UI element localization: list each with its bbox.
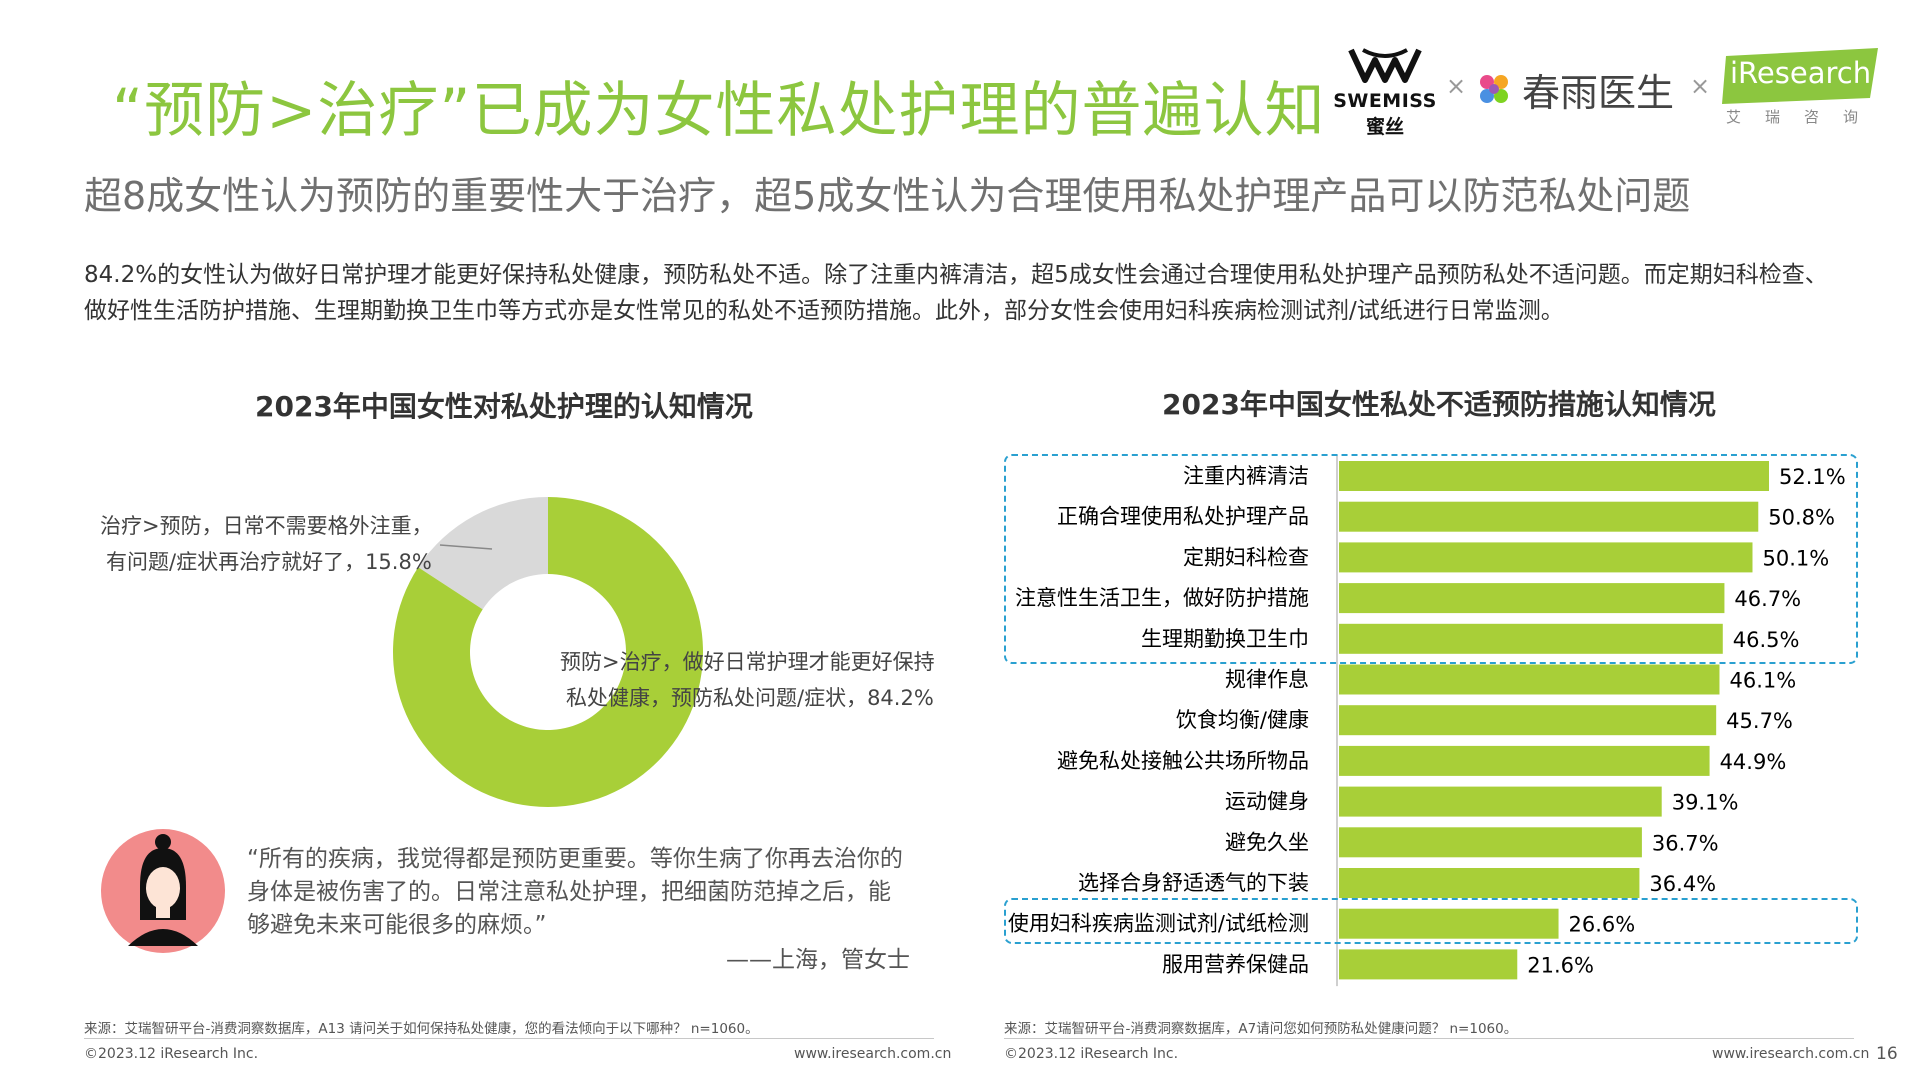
bar-value-label: 52.1% <box>1779 465 1846 489</box>
bar-value-label: 21.6% <box>1527 953 1594 977</box>
bar <box>1339 908 1559 939</box>
bar-category-label: 服用营养保健品 <box>1162 952 1309 976</box>
iresearch-cn-wordmark: 艾瑞咨询 <box>1726 108 1883 126</box>
chunyu-wordmark: 春雨医生 <box>1522 70 1675 115</box>
bar-category-label: 定期妇科检查 <box>1183 545 1309 569</box>
donut-label-prevention: 预防>治疗，做好日常护理才能更好保持 私处健康，预防私处问题/症状，84.2% <box>560 644 935 716</box>
bar-category-label: 使用妇科疾病监测试剂/试纸检测 <box>1008 912 1309 936</box>
chunyu-logo: 春雨医生 <box>1476 64 1675 115</box>
bar-category-label: 正确合理使用私处护理产品 <box>1057 505 1309 529</box>
bar-category-label: 选择合身舒适透气的下装 <box>1078 871 1309 895</box>
bar-category-label: 饮食均衡/健康 <box>1176 708 1309 732</box>
bar <box>1339 868 1640 898</box>
bar-value-label: 44.9% <box>1720 750 1787 774</box>
website-link-right[interactable]: www.iresearch.com.cn <box>1712 1046 1870 1062</box>
logo-separator: × <box>1446 72 1467 100</box>
donut-label-prevention-line1: 预防>治疗，做好日常护理才能更好保持 <box>560 650 935 674</box>
page-number: 16 <box>1876 1044 1898 1064</box>
donut-chart <box>392 497 703 807</box>
donut-slice <box>418 497 548 610</box>
bar <box>1339 542 1753 573</box>
highlight-box-bottom <box>1004 898 1858 944</box>
bar <box>1339 705 1717 736</box>
page-title: “预防>治疗”已成为女性私处护理的普遍认知 <box>112 76 1326 146</box>
iresearch-wordmark: iResearch <box>1730 56 1872 90</box>
source-note-left: 来源：艾瑞智研平台-消费洞察数据库，A13 请问关于如何保持私处健康，您的看法倾… <box>84 1021 759 1037</box>
footer-divider-right <box>1004 1038 1854 1039</box>
bar <box>1339 461 1769 491</box>
summary-paragraph: 84.2%的女性认为做好日常护理才能更好保持私处健康，预防私处不适。除了注重内裤… <box>84 262 1828 324</box>
iresearch-badge-icon <box>1722 48 1878 104</box>
donut-label-treatment-line2: 有问题/症状再治疗就好了，15.8% <box>106 550 432 574</box>
donut-slice <box>392 497 703 807</box>
bar <box>1339 583 1725 614</box>
bar-category-label: 避免私处接触公共场所物品 <box>1057 749 1309 773</box>
bar-value-label: 50.1% <box>1762 546 1829 570</box>
logo-separator: × <box>1690 72 1711 100</box>
bar <box>1339 745 1710 776</box>
highlight-box-top <box>1004 454 1858 664</box>
iresearch-logo: iResearch 艾瑞咨询 <box>1722 48 1882 138</box>
quote-author: ——上海，管女士 <box>726 947 910 973</box>
customer-quote: “所有的疾病，我觉得都是预防更重要。等你生病了你再去治你的身体是被伤害了的。日常… <box>247 846 903 938</box>
bar <box>1339 827 1642 858</box>
swemiss-wordmark: SWEMISS <box>1333 90 1437 112</box>
bar-chart-title: 2023年中国女性私处不适预防措施认知情况 <box>1162 388 1716 421</box>
bar-value-label: 46.5% <box>1733 628 1800 652</box>
bar-value-label: 46.1% <box>1729 669 1796 693</box>
copyright-left: ©2023.12 iResearch Inc. <box>84 1046 259 1062</box>
bar-value-label: 46.7% <box>1734 587 1801 611</box>
donut-leader-line <box>439 544 493 550</box>
donut-label-treatment-line1: 治疗>预防，日常不需要格外注重， <box>100 514 433 538</box>
bar-value-label: 36.7% <box>1652 831 1719 855</box>
avatar-icon <box>101 829 225 953</box>
donut-label-prevention-line2: 私处健康，预防私处问题/症状，84.2% <box>566 686 934 710</box>
footer-divider-left <box>84 1038 934 1039</box>
donut-label-treatment: 治疗>预防，日常不需要格外注重， 有问题/症状再治疗就好了，15.8% <box>100 508 433 580</box>
bar <box>1339 949 1518 980</box>
bar-category-label: 运动健身 <box>1225 790 1309 814</box>
swemiss-cn-wordmark: 蜜丝 <box>1365 116 1404 138</box>
bar-value-label: 50.8% <box>1768 506 1835 530</box>
source-note-right: 来源：艾瑞智研平台-消费洞察数据库，A7请问您如何预防私处健康问题？ n=106… <box>1004 1021 1518 1037</box>
bar <box>1339 786 1662 817</box>
swemiss-mark-icon <box>1348 48 1422 83</box>
copyright-right: ©2023.12 iResearch Inc. <box>1004 1046 1179 1062</box>
bar-category-label: 注重内裤清洁 <box>1183 464 1309 488</box>
bar <box>1339 623 1723 654</box>
website-link-left[interactable]: www.iresearch.com.cn <box>794 1046 952 1062</box>
bar-value-label: 45.7% <box>1726 709 1793 733</box>
chunyu-flower-icon <box>1480 75 1508 103</box>
page-subtitle: 超8成女性认为预防的重要性大于治疗，超5成女性认为合理使用私处护理产品可以防范私… <box>84 174 1691 218</box>
bar <box>1339 664 1720 695</box>
bar-category-label: 注意性生活卫生，做好防护措施 <box>1015 586 1309 610</box>
bar-value-label: 36.4% <box>1649 872 1716 896</box>
bar-value-label: 26.6% <box>1569 913 1636 937</box>
bar-category-label: 规律作息 <box>1225 668 1309 692</box>
swemiss-logo: SWEMISS 蜜丝 <box>1330 46 1440 138</box>
bar-value-label: 39.1% <box>1672 791 1739 815</box>
bar-chart: 注重内裤清洁 52.1% 正确合理使用私处护理产品 50.8% 定期妇科检查 50.1% 注… <box>1008 455 1846 987</box>
donut-chart-title: 2023年中国女性对私处护理的认知情况 <box>255 390 753 423</box>
bar-category-label: 生理期勤换卫生巾 <box>1141 627 1309 651</box>
bar-category-label: 避免久坐 <box>1225 830 1309 854</box>
bar <box>1339 501 1759 532</box>
